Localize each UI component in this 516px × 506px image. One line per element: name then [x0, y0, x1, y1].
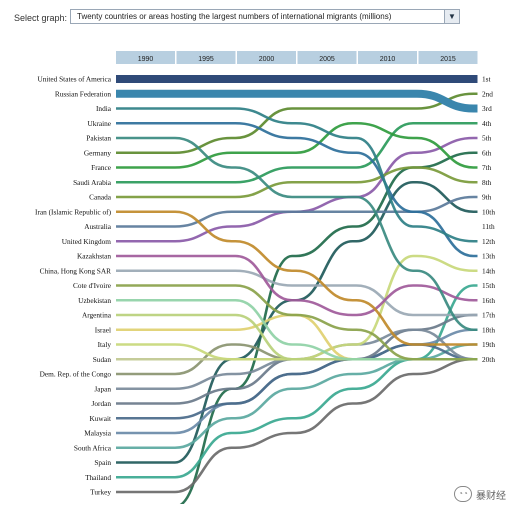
rank-label: 15th — [482, 281, 495, 290]
graph-select-value: Twenty countries or areas hosting the la… — [77, 12, 392, 21]
country-label: Australia — [84, 222, 112, 231]
rank-label: 12th — [482, 237, 495, 246]
year-header-band — [358, 51, 417, 64]
rank-label: 6th — [482, 148, 492, 157]
country-label: France — [91, 163, 111, 172]
country-label: Canada — [89, 193, 112, 202]
rank-label: 5th — [482, 134, 492, 143]
year-label: 2010 — [380, 56, 396, 63]
year-label: 2015 — [440, 56, 456, 63]
year-header-band — [116, 51, 175, 64]
country-label: Ukraine — [87, 119, 111, 128]
bump-chart: 1990 1995 2000 2005 2010 2015 1st 2nd 3rd 4th 5th 6… — [35, 51, 495, 504]
year-header-band — [176, 51, 236, 64]
series-line — [115, 313, 478, 361]
country-label: China, Hong Kong SAR — [40, 266, 111, 275]
country-label: Sudan — [93, 355, 112, 364]
graph-select-dropdown[interactable]: Twenty countries or areas hosting the la… — [70, 9, 460, 24]
country-label: Argentina — [82, 311, 112, 320]
rank-label: 19th — [482, 340, 495, 349]
country-label: Dem. Rep. of the Congo — [40, 370, 112, 379]
country-label: Japan — [94, 384, 111, 393]
rank-label: 10th — [482, 207, 495, 216]
country-label: Russian Federation — [55, 89, 111, 98]
series-line — [116, 357, 478, 494]
country-label: Spain — [94, 458, 111, 467]
year-label: 1990 — [138, 56, 154, 63]
year-label: 2005 — [319, 56, 335, 63]
country-label: Cote d'Ivoire — [73, 281, 111, 290]
country-label: South Africa — [74, 443, 112, 452]
rank-label: 3rd — [482, 104, 492, 113]
series-line — [116, 121, 478, 258]
country-label: United States of America — [37, 75, 111, 84]
country-label: Thailand — [85, 473, 111, 482]
wechat-icon: ◔◔ — [454, 486, 472, 502]
series-line — [116, 313, 478, 361]
rank-label: 17th — [482, 311, 495, 320]
chevron-down-icon[interactable]: ▼ — [444, 10, 459, 23]
country-label: United Kingdom — [62, 237, 112, 246]
country-label: Germany — [84, 148, 112, 157]
series-line — [116, 121, 478, 169]
year-label: 2000 — [259, 56, 275, 63]
year-label: 1995 — [198, 56, 214, 63]
watermark: ◔◔ 暴财经 — [454, 486, 506, 502]
rank-label: 13th — [482, 252, 495, 261]
top-bar: Select graph: Twenty countries or areas … — [0, 0, 516, 34]
series-line — [116, 166, 478, 199]
country-label: Iran (Islamic Republic of) — [35, 207, 112, 216]
rank-label: 20th — [482, 355, 495, 364]
country-label: India — [96, 104, 112, 113]
select-graph-label: Select graph: — [14, 13, 68, 23]
rank-label: 18th — [482, 325, 495, 334]
series-line — [116, 89, 478, 113]
series-line — [115, 269, 478, 317]
series-line — [116, 284, 478, 479]
country-label: Israel — [95, 325, 111, 334]
country-label: United Arab Emirates — [47, 502, 111, 504]
rank-label: 16th — [482, 296, 495, 305]
rank-label: 7th — [482, 163, 492, 172]
rank-label: 8th — [482, 178, 492, 187]
series-line — [116, 254, 478, 361]
watermark-text: 暴财经 — [476, 490, 506, 502]
country-label: Uzbekistan — [78, 296, 111, 305]
series-line — [116, 121, 478, 184]
country-label: Malaysia — [84, 429, 112, 438]
rank-label: 9th — [482, 193, 492, 202]
rank-label: 1st — [482, 75, 491, 84]
series-line — [116, 210, 478, 346]
country-label: Saudi Arabia — [73, 178, 112, 187]
country-label: Pakistan — [86, 134, 111, 143]
rank-label: 11th — [482, 222, 495, 231]
country-label: Kazakhstan — [77, 252, 111, 261]
rank-label: 2nd — [482, 89, 493, 98]
rank-label: 4th — [482, 119, 492, 128]
year-header-band — [297, 51, 357, 64]
series-line — [116, 180, 478, 464]
series-line — [115, 284, 478, 361]
country-label: Turkey — [90, 488, 111, 497]
country-label: Italy — [98, 340, 112, 349]
series-line — [116, 254, 478, 317]
country-label: Kuwait — [90, 414, 111, 423]
year-header-band — [418, 51, 478, 64]
series-line — [115, 107, 478, 243]
series-line — [116, 343, 478, 420]
series-line — [116, 92, 478, 155]
series-line — [116, 136, 478, 332]
country-label: Jordan — [92, 399, 112, 408]
rank-label: 14th — [482, 266, 495, 275]
year-header-band — [237, 51, 296, 64]
